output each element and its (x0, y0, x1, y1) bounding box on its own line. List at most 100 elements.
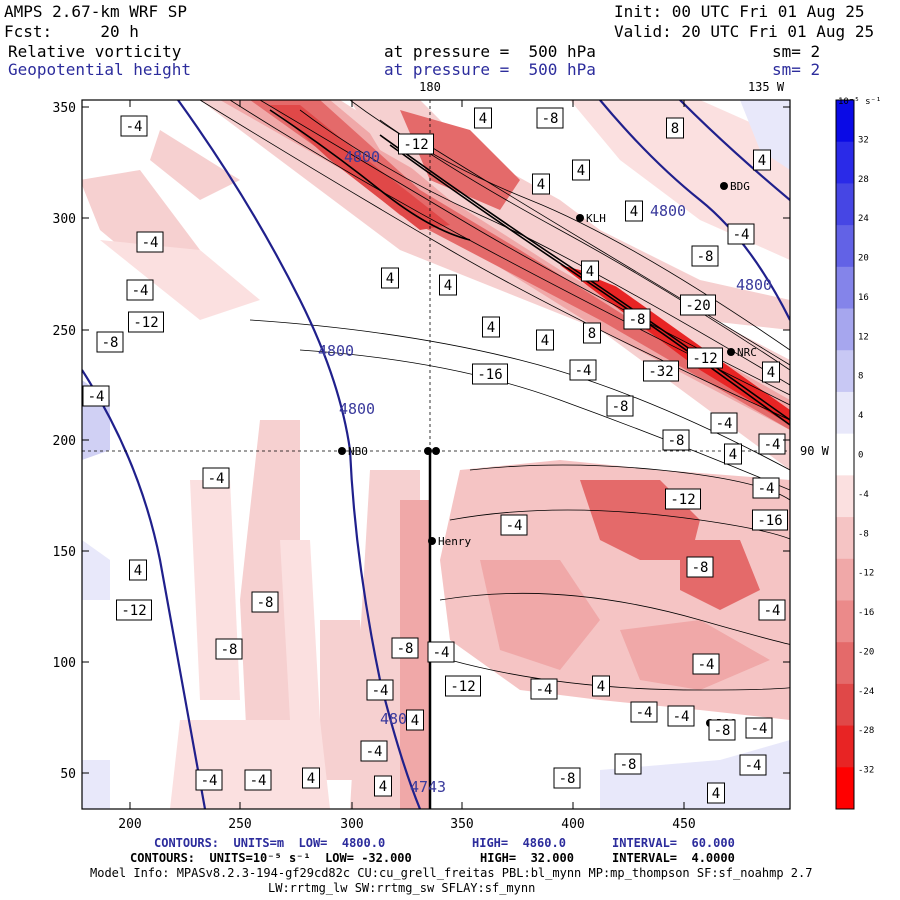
vorticity-contour-label: 8 (588, 326, 596, 342)
axis-ticks: 200 250 300 350 400 450 350 300 250 200 150 100 50 (53, 100, 790, 832)
colorbar-label: 20 (858, 254, 869, 264)
height-contour-label: 4800 (344, 148, 380, 166)
vorticity-contour-label: -8 (102, 335, 119, 351)
colorbar-label: -24 (858, 687, 874, 697)
vorticity-contour-label: 4 (712, 786, 720, 802)
sta-henry-label: Henry (438, 535, 471, 548)
vorticity-label-box (96, 331, 124, 353)
colorbar-swatch (836, 350, 854, 393)
vorticity-label-box (727, 223, 755, 245)
vorticity-contour-label: -12 (670, 492, 695, 508)
vorticity-label-box (482, 316, 500, 338)
colorbar-label: 28 (858, 175, 869, 185)
vorticity-label-box (666, 117, 684, 139)
vorticity-contour-label: -4 (366, 744, 383, 760)
vorticity-label-box (129, 559, 147, 581)
vorticity-contour-label: -16 (757, 513, 782, 529)
colorbar-label: 4 (858, 411, 863, 421)
vorticity-label-box (623, 308, 651, 330)
vorticity-label-box (707, 782, 725, 804)
sta-henry-marker (428, 537, 436, 545)
vorticity-label-box (500, 514, 528, 536)
vorticity-contour-label: -8 (221, 642, 238, 658)
colorbar-swatch (836, 308, 854, 351)
x-tick-label: 200 (118, 817, 141, 832)
vorticity-contour-info: CONTOURS: UNITS=10⁻⁵ s⁻¹ LOW= -32.000 (130, 851, 412, 865)
vorticity-contour-label: 4 (479, 111, 487, 127)
vorticity-contour-label: -4 (698, 657, 715, 673)
vorticity-label-box (360, 740, 388, 762)
colorbar-label: 0 (858, 451, 863, 461)
y-tick-label: 250 (53, 324, 76, 339)
vorticity-contour-label: -8 (692, 560, 709, 576)
vorticity-contour-label: -4 (764, 437, 781, 453)
vorticity-contour-label: -20 (685, 298, 710, 314)
stations-layer: BDGKLHNRCNBOHenryPGC (338, 180, 757, 730)
cross-section-endpoint (424, 447, 432, 455)
x-tick-label: 300 (340, 817, 363, 832)
colorbar-swatch (836, 725, 854, 768)
vorticity-contour-label: -4 (716, 416, 733, 432)
vorticity-label-box (472, 363, 508, 385)
vorticity-label-box (687, 347, 723, 369)
vorticity-label-box (643, 360, 679, 382)
field1-level: at pressure = 500 hPa (384, 42, 596, 61)
y-tick-label: 100 (53, 656, 76, 671)
vorticity-label-box (724, 443, 742, 465)
y-tick-label: 350 (53, 101, 76, 116)
vorticity-label-box (753, 149, 771, 171)
vorticity-label-box (391, 637, 419, 659)
vorticity-contour-label: 4 (597, 679, 605, 695)
vorticity-label-box (530, 678, 558, 700)
colorbar-frame (835, 99, 855, 810)
vorticity-contour-label: -4 (142, 235, 159, 251)
vorticity-contour-label: -4 (208, 471, 225, 487)
vorticity-label-box (606, 395, 634, 417)
geopotential-height-contours (82, 100, 790, 809)
vorticity-label-box (215, 638, 243, 660)
height-contour-interval: INTERVAL= 60.000 (612, 836, 735, 850)
vorticity-contour-label: -8 (612, 399, 629, 415)
field1-smoothing: sm= 2 (772, 42, 821, 61)
vorticity-contour-label: 4 (758, 153, 766, 169)
vorticity-label-box (128, 311, 164, 333)
vorticity-label-box (244, 769, 272, 791)
vorticity-contour-interval: INTERVAL= 4.0000 (612, 851, 735, 865)
vorticity-label-box (592, 675, 610, 697)
vorticity-contour-label: -4 (132, 283, 149, 299)
vorticity-contour-label: -4 (201, 773, 218, 789)
vorticity-label-box (536, 107, 564, 129)
vorticity-contour-label: 4 (444, 278, 452, 294)
vorticity-contour-label: 4 (541, 333, 549, 349)
vorticity-contour-label: -4 (126, 119, 143, 135)
vorticity-label-box (569, 359, 597, 381)
colorbar-swatch (836, 475, 854, 518)
vorticity-label-box (120, 115, 148, 137)
vorticity-label-box (667, 705, 695, 727)
colorbar-label: 32 (858, 135, 869, 145)
vorticity-label-box (739, 754, 767, 776)
colorbar-label: -16 (858, 608, 874, 618)
vorticity-label-box (625, 200, 643, 222)
colorbar-swatch (836, 183, 854, 226)
vorticity-contour-label: -4 (372, 683, 389, 699)
vorticity-contour-label: 8 (671, 121, 679, 137)
vorticity-contour-label: 4 (577, 163, 585, 179)
colorbar-label: 8 (858, 372, 863, 382)
colorbar-swatch (836, 433, 854, 476)
map-frame (81, 99, 791, 810)
init-time: Init: 00 UTC Fri 01 Aug 25 (614, 2, 865, 21)
vorticity-label-box (614, 753, 642, 775)
colorbar-swatch (836, 517, 854, 560)
colorbar-label: 16 (858, 293, 869, 303)
vorticity-label-box (445, 675, 481, 697)
sta-bdg-marker (720, 182, 728, 190)
vorticity-contour-label: -4 (636, 705, 653, 721)
model-info-line1: Model Info: MPASv8.2.3-194-gf29cd82c CU:… (90, 866, 813, 880)
sta-nrc-marker (727, 348, 735, 356)
cross-section-endpoint (432, 447, 440, 455)
colorbar-swatch (836, 225, 854, 268)
lon-135w-label: 135 W (748, 80, 785, 94)
vorticity-label-box (691, 245, 719, 267)
